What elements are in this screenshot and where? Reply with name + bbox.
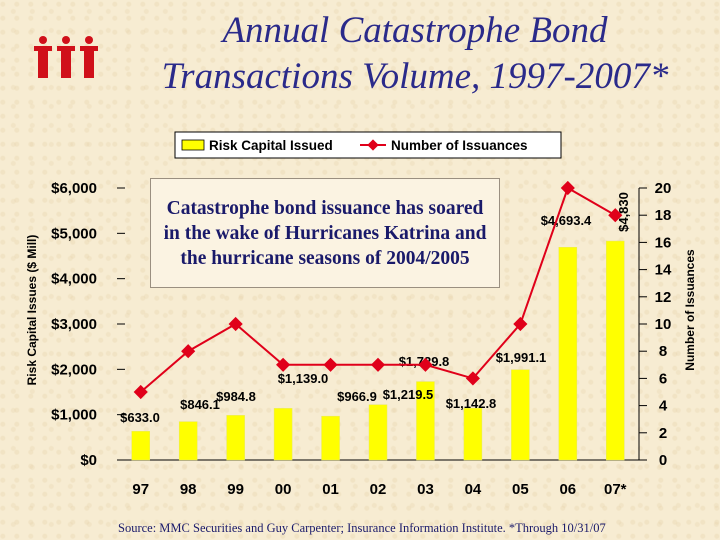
y2-tick-label: 2	[659, 425, 667, 442]
bar-value-label: $1,219.5	[383, 387, 434, 402]
bar-07*	[606, 240, 625, 461]
x-tick-label: 07*	[604, 481, 627, 498]
annotation-box: Catastrophe bond issuance has soared in …	[150, 178, 500, 288]
bar-98	[178, 421, 198, 461]
y-tick-label: $2,000	[51, 361, 97, 378]
x-tick-label: 02	[370, 481, 387, 498]
bar-03	[416, 381, 435, 461]
issuances-point-02	[370, 357, 386, 372]
y2-tick-label: 10	[655, 316, 672, 333]
bar-05	[511, 369, 530, 461]
x-tick-label: 05	[512, 481, 529, 498]
y2-tick-label: 6	[659, 370, 667, 387]
bar-06	[558, 246, 578, 461]
legend-bar-label: Risk Capital Issued	[209, 138, 333, 153]
issuances-point-03	[418, 357, 433, 372]
bar-value-label: $1,142.8	[446, 396, 497, 411]
chart-legend: Risk Capital Issued Number of Issuances	[174, 131, 562, 159]
bar-value-label: $846.1	[180, 397, 220, 412]
issuances-point-98	[181, 344, 196, 359]
issuances-point-99	[228, 316, 243, 332]
title-line-2: Transactions Volume, 1997-2007*	[161, 56, 669, 97]
y2-tick-label: 0	[659, 452, 667, 469]
bar-value-label: $1,139.0	[278, 371, 329, 386]
bar-00	[273, 408, 293, 461]
y-tick-label: $5,000	[51, 225, 97, 242]
y2-tick-label: 20	[655, 180, 672, 197]
bar-value-label: $4,830	[616, 192, 631, 232]
x-tick-label: 04	[465, 481, 482, 498]
x-tick-label: 01	[322, 481, 339, 498]
y-axis-title: Risk Capital Issues ($ Mill)	[25, 235, 39, 386]
issuances-point-00	[276, 357, 291, 372]
bar-value-label: $1,991.1	[496, 350, 547, 365]
x-tick-label: 99	[227, 481, 244, 498]
iii-logo-icon	[34, 36, 98, 78]
x-tick-label: 06	[559, 481, 576, 498]
legend-marker-swatch	[367, 139, 379, 151]
title-line-1: Annual Catastrophe Bond	[222, 10, 608, 51]
y2-tick-label: 14	[655, 262, 672, 279]
y2-tick-label: 18	[655, 207, 672, 224]
y2-tick-label: 16	[655, 234, 672, 251]
issuances-point-04	[465, 371, 480, 386]
x-tick-label: 97	[132, 481, 149, 498]
bar-value-label: $984.8	[216, 389, 256, 404]
bar-01	[321, 415, 340, 461]
y-tick-label: $4,000	[51, 271, 97, 288]
issuances-point-07*	[608, 208, 623, 223]
y2-tick-label: 8	[659, 343, 667, 360]
legend-line-label: Number of Issuances	[391, 138, 528, 153]
y-tick-label: $6,000	[51, 180, 97, 197]
bar-99	[226, 415, 245, 461]
y2-axis-title: Number of Issuances	[683, 249, 697, 371]
issuances-point-01	[323, 357, 338, 372]
bar-value-label: $966.9	[337, 389, 377, 404]
bar-value-label: $4,693.4	[541, 213, 592, 228]
bar-02	[368, 404, 388, 461]
legend-bar-swatch	[181, 139, 205, 151]
issuances-point-97	[133, 384, 148, 400]
y-tick-label: $3,000	[51, 316, 97, 333]
bar-04	[463, 407, 483, 461]
source-note: Source: MMC Securities and Guy Carpenter…	[118, 521, 606, 535]
y-tick-label: $0	[80, 452, 97, 469]
x-tick-label: 00	[275, 481, 292, 498]
y-tick-label: $1,000	[51, 407, 97, 424]
page-title: Annual Catastrophe Bond Transactions Vol…	[120, 8, 710, 100]
y2-tick-label: 12	[655, 289, 672, 306]
issuances-point-05	[513, 316, 528, 332]
bar-97	[131, 431, 150, 461]
x-tick-label: 98	[180, 481, 197, 498]
issuances-point-06	[560, 180, 575, 196]
y2-tick-label: 4	[659, 398, 668, 415]
x-tick-label: 03	[417, 481, 434, 498]
bar-value-label: $633.0	[120, 410, 160, 425]
plot-area: $0$1,000$2,000$3,000$4,000$5,000$6,00002…	[51, 180, 672, 498]
